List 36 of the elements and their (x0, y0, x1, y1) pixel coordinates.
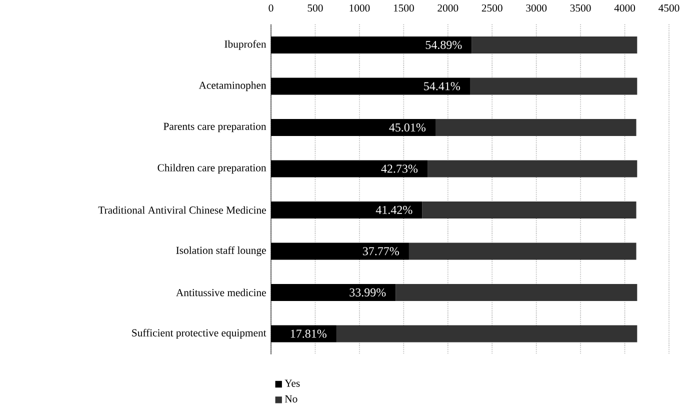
bar (428, 160, 638, 178)
x-tick-label: 3000 (526, 4, 547, 12)
x-tick-label: 2000 (438, 4, 458, 12)
y-tick-label: Traditional Antiviral Chinese Medicine (98, 206, 266, 214)
bar (436, 119, 636, 136)
y-tick-label: Antitussive medicine (176, 288, 266, 296)
annotation: 54.89% (426, 41, 462, 50)
legend-label: Yes (284, 380, 300, 387)
bar (472, 36, 638, 54)
x-tick-label: 500 (308, 4, 323, 12)
y-tick-label: Isolation staff lounge (176, 246, 266, 256)
legend-label: No (284, 396, 298, 403)
bar (408, 242, 636, 260)
x-tick-label: 4500 (658, 4, 680, 12)
annotation: 45.01% (389, 124, 426, 132)
y-tick-label: Children care preparation (158, 164, 266, 174)
annotation: 41.42% (376, 206, 412, 214)
bar (470, 78, 638, 95)
x-tick-label: 2500 (482, 4, 502, 12)
bar (396, 284, 638, 302)
y-tick-label: Parents care preparation (164, 122, 266, 132)
annotation: 37.77% (362, 247, 399, 256)
annotation: 54.41% (424, 82, 460, 90)
x-tick-label: 0 (268, 4, 274, 12)
annotation: 33.99% (350, 288, 386, 297)
bar (422, 202, 636, 219)
y-tick-label: Sufficient protective equipment (132, 328, 266, 339)
x-tick-label: 1500 (394, 4, 414, 12)
x-tick-label: 3500 (570, 4, 591, 12)
x-tick-label: 4000 (614, 4, 636, 12)
annotation: 17.81% (290, 330, 326, 338)
bar (336, 325, 638, 342)
annotation: 42.73% (381, 164, 418, 173)
x-tick-label: 1000 (350, 4, 370, 12)
y-tick-label: Acetaminophen (198, 82, 266, 92)
y-tick-label: Ibuprofen (224, 40, 266, 50)
